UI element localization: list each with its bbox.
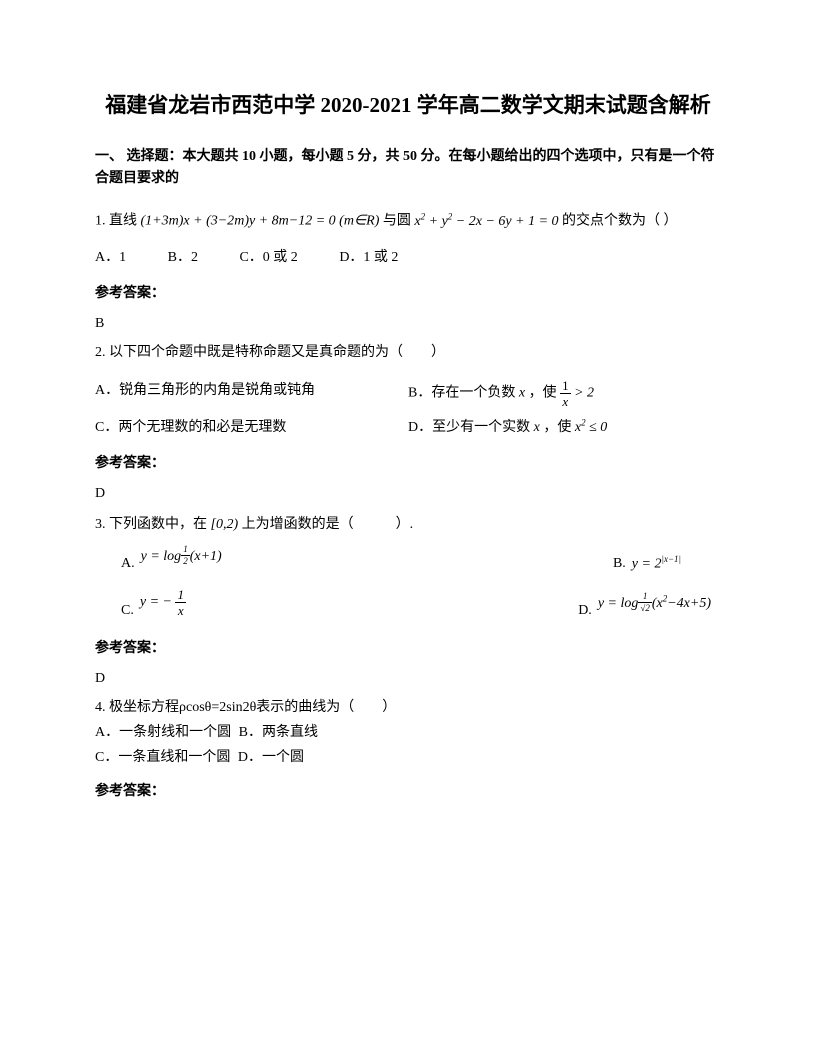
q3-opta-formula: y = log12(x+1)	[141, 545, 222, 566]
q2-optd-mid: ，使	[540, 420, 575, 435]
q4-opt-a: A．一条射线和一个圆	[95, 725, 231, 740]
q1-answer-label: 参考答案：	[95, 282, 721, 302]
q3-opt-c: C. y = − 1x	[95, 590, 186, 619]
q2-optb-formula: 1x > 2	[560, 379, 594, 408]
question-2: 2. 以下四个命题中既是特称命题又是真命题的为（ ）	[95, 342, 721, 363]
q2-answer-label: 参考答案：	[95, 452, 721, 472]
q1-suffix: 的交点个数为（ ）	[562, 214, 678, 229]
q3-opt-a: A. y = log12(x+1)	[95, 551, 222, 572]
q3-prefix: 3. 下列函数中，在	[95, 517, 207, 532]
q3-optc-label: C.	[121, 603, 134, 619]
q3-optb-formula: y = 2|x−1|	[632, 554, 681, 573]
q2-answer: D	[95, 486, 721, 502]
q2-row1: A．锐角三角形的内角是锐角或钝角 B．存在一个负数 x ，使 1x > 2	[95, 379, 721, 408]
q3-opt-b: B. y = 2|x−1|	[613, 551, 721, 572]
q2-optd-formula: x2 ≤ 0	[575, 420, 607, 435]
q3-optd-label: D.	[578, 603, 592, 619]
q3-answer: D	[95, 671, 721, 687]
q2-options: A．锐角三角形的内角是锐角或钝角 B．存在一个负数 x ，使 1x > 2 C．…	[95, 379, 721, 436]
q2-opt-c: C．两个无理数的和必是无理数	[95, 416, 408, 436]
q3-answer-label: 参考答案：	[95, 637, 721, 657]
question-1: 1. 直线 (1+3m)x + (3−2m)y + 8m−12 = 0 (m∈R…	[95, 208, 721, 234]
q1-options: A．1 B．2 C．0 或 2 D．1 或 2	[95, 246, 721, 266]
q2-optd-prefix: D．至少有一个实数	[408, 420, 534, 435]
q2-optb-prefix: B．存在一个负数	[408, 386, 519, 401]
q3-row1: A. y = log12(x+1) B. y = 2|x−1|	[95, 551, 721, 572]
q3-options: A. y = log12(x+1) B. y = 2|x−1| C. y = −…	[95, 551, 721, 619]
q2-row2: C．两个无理数的和必是无理数 D．至少有一个实数 x ，使 x2 ≤ 0	[95, 416, 721, 436]
q1-opt-d: D．1 或 2	[339, 250, 398, 265]
q1-opt-a: A．1	[95, 250, 126, 265]
q3-opt-d: D. y = log1√2(x2−4x+5)	[578, 590, 721, 619]
q1-prefix: 1. 直线	[95, 214, 137, 229]
q2-text: 2. 以下四个命题中既是特称命题又是真命题的为（ ）	[95, 342, 721, 363]
page-title: 福建省龙岩市西范中学 2020-2021 学年高二数学文期末试题含解析	[95, 90, 721, 122]
q1-text: 1. 直线 (1+3m)x + (3−2m)y + 8m−12 = 0 (m∈R…	[95, 208, 721, 234]
q4-opt-c: C．一条直线和一个圆	[95, 750, 230, 765]
q1-mid: 与圆	[383, 214, 415, 229]
q4-row1: A．一条射线和一个圆 B．两条直线	[95, 722, 721, 743]
q3-suffix: 上为增函数的是（ ）.	[242, 517, 414, 532]
q3-optb-label: B.	[613, 556, 626, 572]
section-header: 一、 选择题：本大题共 10 小题，每小题 5 分，共 50 分。在每小题给出的…	[95, 146, 721, 191]
q1-formula2: x2 + y2 − 2x − 6y + 1 = 0	[414, 214, 558, 229]
q3-text: 3. 下列函数中，在 [0,2) 上为增函数的是（ ）.	[95, 512, 721, 537]
q4-opt-d: D．一个圆	[238, 750, 304, 765]
q1-formula1: (1+3m)x + (3−2m)y + 8m−12 = 0 (m∈R)	[141, 214, 380, 229]
q2-opt-d: D．至少有一个实数 x ，使 x2 ≤ 0	[408, 416, 721, 436]
q2-opt-a: A．锐角三角形的内角是锐角或钝角	[95, 379, 408, 408]
q1-opt-b: B．2	[168, 250, 198, 265]
q3-optd-formula: y = log1√2(x2−4x+5)	[598, 592, 711, 613]
question-4: 4. 极坐标方程ρcosθ=2sin2θ表示的曲线为（ ） A．一条射线和一个圆…	[95, 697, 721, 768]
q3-interval: [0,2)	[211, 517, 239, 532]
q2-optb-mid: ，使	[525, 386, 560, 401]
q3-row2: C. y = − 1x D. y = log1√2(x2−4x+5)	[95, 590, 721, 619]
q3-opta-label: A.	[121, 556, 135, 572]
q1-opt-c: C．0 或 2	[239, 250, 297, 265]
q1-answer: B	[95, 316, 721, 332]
q3-optc-formula: y = − 1x	[140, 588, 186, 617]
q4-text: 4. 极坐标方程ρcosθ=2sin2θ表示的曲线为（ ）	[95, 697, 721, 718]
q4-opt-b: B．两条直线	[239, 725, 318, 740]
question-3: 3. 下列函数中，在 [0,2) 上为增函数的是（ ）.	[95, 512, 721, 537]
q4-row2: C．一条直线和一个圆 D．一个圆	[95, 747, 721, 768]
q2-opt-b: B．存在一个负数 x ，使 1x > 2	[408, 379, 721, 408]
q4-answer-label: 参考答案：	[95, 780, 721, 800]
